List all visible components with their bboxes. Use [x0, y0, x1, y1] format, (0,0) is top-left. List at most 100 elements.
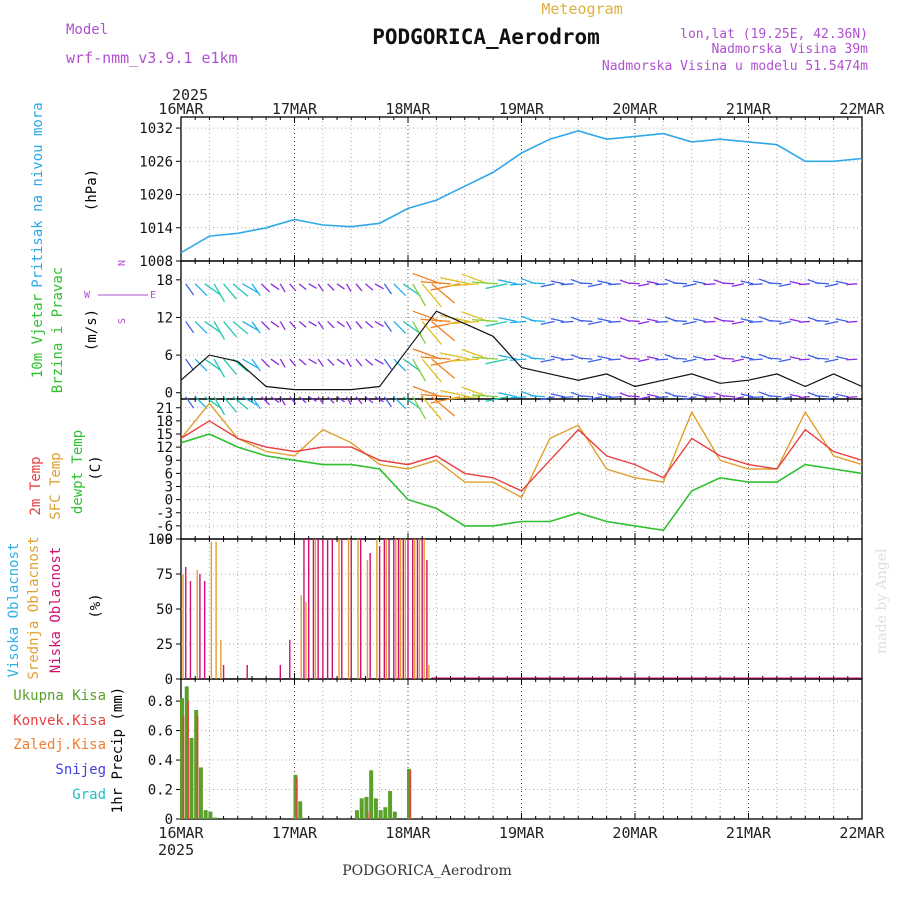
wind-arrow: [722, 282, 735, 285]
wind-arrow: [835, 393, 848, 398]
wind-arrow: [703, 320, 716, 323]
wind-arrow: [471, 318, 498, 323]
wind-arrow: [655, 320, 669, 323]
dewpt-line: [180, 433, 863, 532]
wind-arrow: [646, 393, 659, 398]
precip-bar: [196, 715, 199, 819]
wind-arrow: [345, 396, 352, 405]
wind-arrow: [439, 389, 470, 398]
wind-arrow: [629, 320, 640, 323]
wind-arrow: [846, 320, 858, 323]
wind-arrow: [345, 283, 352, 293]
y-tick-label: 3: [165, 480, 173, 496]
compass-s: S: [117, 318, 128, 324]
wind-arrow: [308, 283, 317, 289]
wind-unit: (m/s): [84, 309, 100, 351]
wind-arrow: [223, 283, 237, 300]
wind-arrow: [629, 395, 640, 398]
wind-arrow: [846, 283, 858, 286]
wind-arrow: [530, 282, 546, 285]
wind-arrow: [550, 318, 565, 323]
wind-arrow: [703, 396, 716, 399]
wind-arrow: [421, 396, 442, 421]
precip-bar: [198, 767, 203, 819]
wind-arrow: [242, 358, 258, 369]
wind-arrow: [629, 357, 640, 360]
y-tick-label: 18: [156, 273, 173, 289]
wind-arrow: [412, 385, 442, 398]
wind-arrow: [431, 283, 456, 304]
wind-arrow: [608, 320, 621, 323]
wind-arrow: [260, 396, 271, 406]
temp-unit: (C): [88, 455, 104, 480]
wind-arrow: [308, 358, 317, 365]
wind-arrow: [740, 393, 754, 398]
station-title: PODGORICA_Aerodrom: [372, 25, 600, 49]
wind-arrow: [655, 396, 669, 399]
wind-arrow: [383, 283, 392, 295]
wind-arrow: [232, 396, 249, 410]
wind-arrow: [279, 321, 286, 331]
wind-arrow: [365, 320, 374, 329]
wind-arrow: [204, 358, 222, 371]
wind-arrow: [693, 318, 707, 323]
y-tick-label: 12: [156, 440, 173, 456]
wind-arrow: [251, 358, 261, 372]
wind-arrow: [448, 320, 479, 325]
date-label-top: 18MAR: [385, 100, 431, 118]
wind-arrow: [597, 317, 612, 323]
wind-arrow: [213, 358, 226, 378]
wind-arrow: [498, 392, 517, 398]
wind-arrow: [815, 395, 829, 398]
wind-arrow: [289, 321, 297, 329]
wind-arrow: [383, 358, 392, 370]
wind-label-2: Brzina i Pravac: [50, 267, 66, 393]
precip-legend-4: Grad: [72, 787, 106, 803]
wind-arrow: [619, 279, 631, 285]
wind-arrow: [327, 396, 335, 404]
lonlat-label: lon,lat (19.25E, 42.36N): [680, 27, 868, 42]
wind-arrow: [578, 282, 593, 285]
precip-bar: [187, 701, 189, 819]
pressure-label: Pritisak na nivou mora: [30, 102, 46, 287]
wind-arrow: [289, 283, 297, 292]
wind-arrow: [646, 280, 659, 285]
date-label-top: 19MAR: [499, 100, 545, 118]
wind-arrow: [560, 283, 574, 286]
wind-arrow: [749, 283, 763, 286]
wind-arrow: [672, 357, 688, 360]
wind-arrow: [646, 318, 659, 323]
wind-arrow: [550, 393, 565, 398]
wind-arrow: [420, 318, 451, 323]
precip-bar: [388, 791, 393, 819]
precip-legend-2: Zaledj.Kisa: [13, 737, 106, 753]
precip-bar: [189, 737, 194, 819]
low-cloud-label: Niska Oblacnost: [48, 547, 64, 673]
y-tick-label: 0.8: [148, 694, 173, 710]
wind-arrow: [420, 281, 451, 285]
wind-arrow: [597, 355, 612, 360]
wind-arrow: [731, 320, 744, 325]
wind-arrow: [471, 394, 498, 398]
wind-arrow: [835, 318, 848, 323]
model-name: wrf-nmm_v3.9.1 e1km: [66, 49, 238, 67]
y-tick-label: 0.4: [148, 753, 173, 769]
y-tick-label: -6: [156, 519, 173, 535]
wind-arrow: [530, 357, 546, 360]
wind-arrow: [815, 319, 829, 323]
wind-arrow: [740, 355, 754, 360]
model-altitude-label: Nadmorska Visina u modelu 51.5474m: [602, 59, 868, 74]
wind-arrow: [365, 283, 374, 291]
wind-arrow: [789, 356, 801, 360]
meteogram-label: Meteogram: [541, 0, 622, 18]
wind-arrow: [213, 283, 226, 303]
wind-arrow: [412, 272, 442, 285]
wind-arrow: [749, 396, 763, 399]
wind-arrow: [578, 357, 593, 360]
wind-arrow: [251, 283, 261, 297]
y-tick-label: 25: [156, 637, 173, 653]
cloud-unit: (%): [88, 593, 104, 618]
wind-arrow: [260, 358, 271, 368]
wind-arrow: [778, 396, 792, 400]
